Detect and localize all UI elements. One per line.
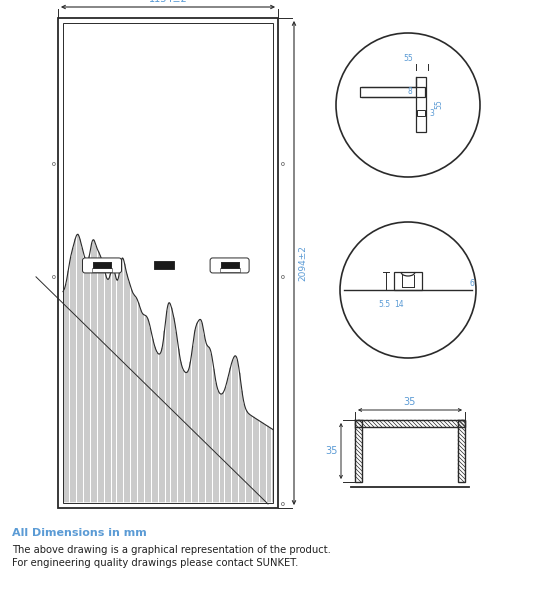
Text: The above drawing is a graphical representation of the product.: The above drawing is a graphical represe… <box>12 545 331 555</box>
Bar <box>93 263 111 269</box>
Text: For engineering quality drawings please contact SUNKET.: For engineering quality drawings please … <box>12 558 299 568</box>
Text: 55: 55 <box>434 100 443 109</box>
Text: 5.5: 5.5 <box>378 300 390 309</box>
FancyBboxPatch shape <box>210 258 249 273</box>
Text: 2094±2: 2094±2 <box>298 245 307 281</box>
Bar <box>221 263 238 269</box>
Bar <box>355 420 362 482</box>
Polygon shape <box>63 234 273 502</box>
Circle shape <box>336 33 480 177</box>
Text: 0: 0 <box>51 275 55 280</box>
Bar <box>417 110 425 116</box>
Text: 0: 0 <box>51 162 55 168</box>
Bar <box>394 272 422 290</box>
Text: 35: 35 <box>326 446 338 456</box>
Text: 1134±2: 1134±2 <box>149 0 187 4</box>
Bar <box>63 23 273 503</box>
Bar <box>458 420 465 482</box>
Text: 6: 6 <box>470 279 475 288</box>
Text: 0: 0 <box>281 275 285 280</box>
Bar <box>93 263 111 269</box>
Bar <box>92 269 112 272</box>
FancyBboxPatch shape <box>82 258 121 273</box>
Bar <box>416 77 426 132</box>
Text: All Dimensions in mm: All Dimensions in mm <box>12 528 146 538</box>
Text: 55: 55 <box>403 54 413 63</box>
Bar <box>221 263 238 269</box>
Text: 0: 0 <box>281 162 285 168</box>
Bar <box>219 269 240 272</box>
Circle shape <box>340 222 476 358</box>
Text: 0: 0 <box>281 502 285 507</box>
Bar <box>355 420 465 427</box>
Text: 35: 35 <box>404 397 416 407</box>
Bar <box>58 18 278 508</box>
Text: 14: 14 <box>394 300 404 309</box>
Text: 8: 8 <box>407 88 412 97</box>
Text: 3: 3 <box>429 109 434 118</box>
Bar <box>360 87 425 97</box>
Bar <box>154 261 174 269</box>
